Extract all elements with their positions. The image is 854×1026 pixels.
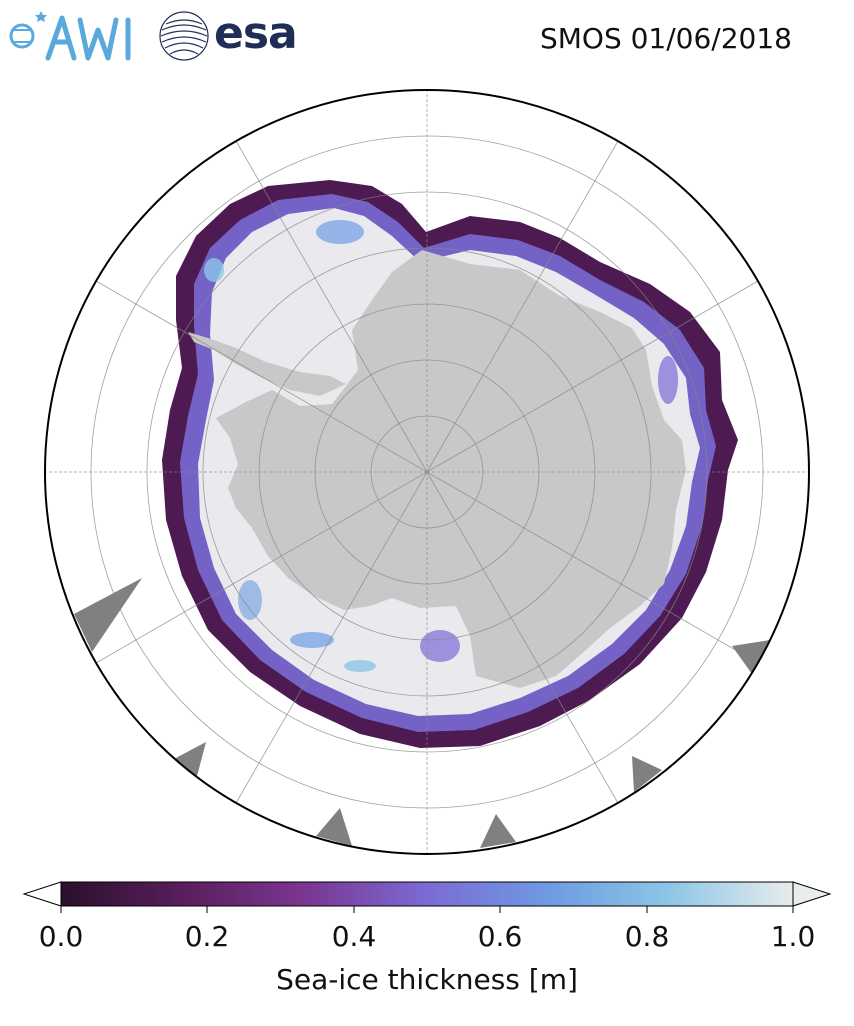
no-data-patches — [74, 578, 770, 848]
colorbar-gradient — [60, 881, 794, 907]
colorbar-tick-label: 0.2 — [184, 920, 230, 953]
esa-logo-icon — [159, 11, 209, 61]
colorbar-label: Sea-ice thickness [m] — [276, 963, 578, 996]
antarctica-land — [216, 250, 686, 688]
colorbar-extend-max — [792, 881, 832, 907]
colorbar-extend-min — [22, 881, 62, 907]
colorbar — [22, 881, 832, 913]
colorbar-tick-label: 0.8 — [624, 920, 670, 953]
colorbar-tick-label: 0.6 — [477, 920, 523, 953]
colorbar-tick-label: 0.4 — [331, 920, 377, 953]
antarctic-peninsula — [188, 332, 346, 396]
chart-title: SMOS 01/06/2018 — [539, 22, 792, 55]
colorbar-ticks: 0.0 0.2 0.4 0.6 0.8 1.0 — [0, 920, 854, 960]
graticule — [45, 90, 809, 854]
esa-wordmark: esa — [214, 8, 298, 59]
awi-logo — [9, 11, 131, 61]
colorbar-tick-label: 0.0 — [38, 920, 84, 953]
map-frame — [44, 89, 810, 855]
colorbar-tick-label: 1.0 — [770, 920, 816, 953]
